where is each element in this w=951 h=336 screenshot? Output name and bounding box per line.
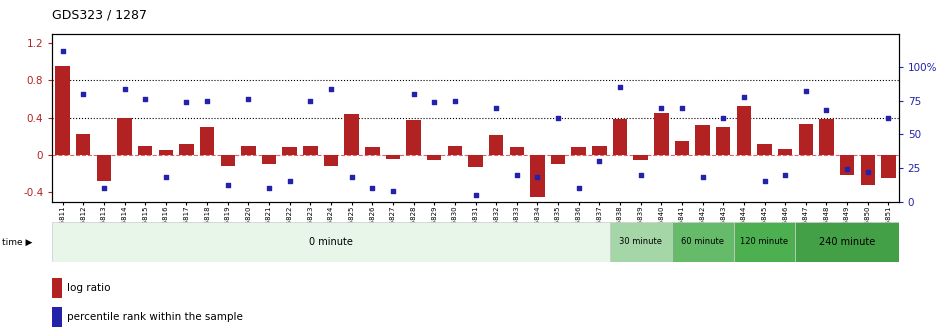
Point <box>881 116 896 121</box>
Point <box>736 94 751 99</box>
Point <box>530 175 545 180</box>
Point <box>138 97 153 102</box>
Point <box>757 179 772 184</box>
Bar <box>733 222 795 262</box>
Point <box>117 86 132 91</box>
Bar <box>55 66 69 155</box>
Bar <box>386 155 400 159</box>
Point <box>447 98 462 103</box>
Point <box>344 175 359 180</box>
Point <box>221 183 236 188</box>
Bar <box>861 155 875 185</box>
Bar <box>819 120 834 155</box>
Point <box>695 175 710 180</box>
Bar <box>52 222 610 262</box>
Bar <box>468 155 483 167</box>
Point <box>385 188 400 194</box>
Point <box>572 185 587 191</box>
Bar <box>737 107 751 155</box>
Point <box>674 105 689 110</box>
Bar <box>262 155 277 164</box>
Bar <box>242 145 256 155</box>
Bar <box>221 155 235 166</box>
Point <box>427 99 442 105</box>
Point <box>551 116 566 121</box>
Bar <box>344 114 359 155</box>
Bar <box>633 155 648 160</box>
Point <box>798 89 813 94</box>
Bar <box>572 148 586 155</box>
Bar <box>592 145 607 155</box>
Text: time ▶: time ▶ <box>2 238 32 246</box>
Point <box>489 105 504 110</box>
Text: 240 minute: 240 minute <box>819 237 875 247</box>
Point <box>840 167 855 172</box>
Bar <box>654 113 669 155</box>
Point <box>509 172 524 177</box>
Point <box>262 185 277 191</box>
Text: GDS323 / 1287: GDS323 / 1287 <box>52 8 147 22</box>
Bar <box>138 145 152 155</box>
Text: 60 minute: 60 minute <box>681 238 724 246</box>
Point <box>76 91 91 97</box>
Bar <box>695 125 709 155</box>
Bar <box>778 149 792 155</box>
Point <box>653 105 669 110</box>
Bar <box>799 124 813 155</box>
Point <box>282 179 298 184</box>
Text: 30 minute: 30 minute <box>619 238 662 246</box>
Bar <box>531 155 545 197</box>
Bar <box>489 135 503 155</box>
Point <box>364 185 379 191</box>
Bar <box>323 155 339 166</box>
Bar <box>180 144 194 155</box>
Bar <box>757 144 772 155</box>
Bar <box>510 148 524 155</box>
Point <box>200 98 215 103</box>
Bar <box>200 127 214 155</box>
Text: log ratio: log ratio <box>67 283 110 293</box>
Point <box>323 86 339 91</box>
Point <box>55 48 70 54</box>
Point <box>241 97 256 102</box>
Text: 0 minute: 0 minute <box>309 237 353 247</box>
Bar <box>52 278 62 298</box>
Point <box>819 108 834 113</box>
Bar <box>365 148 379 155</box>
Point <box>302 98 318 103</box>
Point <box>158 175 173 180</box>
Bar <box>282 148 297 155</box>
Point <box>96 185 111 191</box>
Bar <box>303 145 318 155</box>
Bar <box>882 155 896 178</box>
Point <box>612 85 628 90</box>
Point <box>778 172 793 177</box>
Point <box>468 192 483 198</box>
Point <box>592 159 607 164</box>
Point <box>715 116 730 121</box>
Bar <box>406 120 420 155</box>
Bar <box>551 155 565 164</box>
Point <box>633 172 649 177</box>
Bar <box>716 127 730 155</box>
Bar <box>840 155 854 175</box>
Bar <box>117 118 132 155</box>
Bar <box>159 150 173 155</box>
Bar <box>795 222 899 262</box>
Text: percentile rank within the sample: percentile rank within the sample <box>67 312 243 322</box>
Bar <box>671 222 733 262</box>
Bar <box>427 155 441 160</box>
Point <box>860 169 875 175</box>
Bar <box>612 120 628 155</box>
Point <box>179 99 194 105</box>
Bar <box>52 307 62 327</box>
Text: 120 minute: 120 minute <box>741 238 788 246</box>
Point <box>406 91 421 97</box>
Bar <box>97 155 111 181</box>
Bar <box>76 134 90 155</box>
Bar <box>448 145 462 155</box>
Bar <box>674 141 689 155</box>
Bar <box>610 222 671 262</box>
